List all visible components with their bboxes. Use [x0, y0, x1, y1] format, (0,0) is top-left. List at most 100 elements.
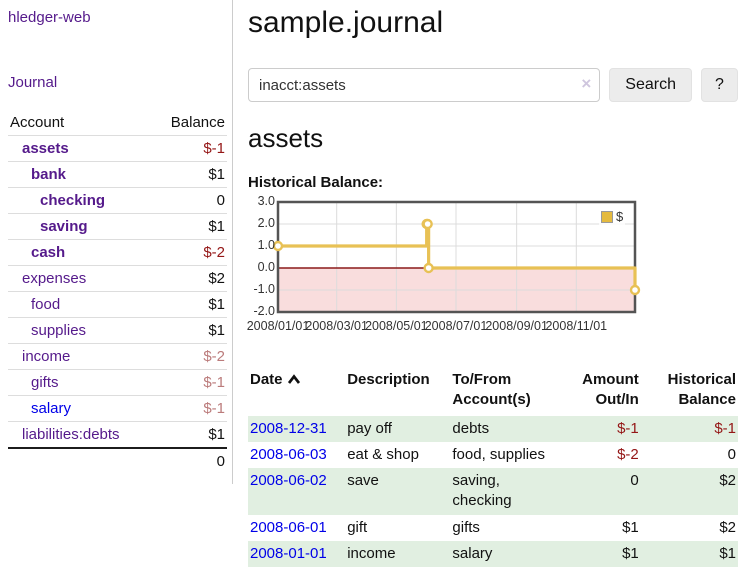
transaction-row: 2008-06-01 gift gifts $1 $2	[248, 515, 738, 541]
x-axis-tick-label: 2008/07/01	[424, 319, 488, 333]
account-balance: $1	[208, 322, 225, 339]
main-content: sample.journal × Search ? assets Histori…	[233, 0, 742, 567]
account-row: income $-2	[8, 343, 227, 370]
transaction-row: 2008-01-01 income salary $1 $1	[248, 540, 738, 567]
transaction-balance: 0	[727, 445, 736, 463]
y-axis-tick-label: -1.0	[253, 282, 275, 296]
accounts-header-row: Account Balance	[8, 110, 227, 136]
account-link[interactable]: food	[31, 296, 61, 313]
transaction-description: income	[347, 544, 396, 562]
transaction-balance: $2	[719, 518, 736, 536]
chart-label: Historical Balance:	[248, 174, 384, 191]
transaction-amount: $-2	[617, 445, 639, 463]
y-axis-tick-label: 3.0	[257, 194, 275, 208]
account-row: liabilities:debts $1	[8, 421, 227, 449]
register-col-date[interactable]: Date	[248, 368, 345, 416]
account-balance: $1	[208, 426, 225, 443]
transaction-balance: $1	[719, 544, 736, 562]
register-col-amount: Amount Out/In	[582, 371, 639, 409]
help-button[interactable]: ?	[701, 68, 738, 102]
account-row: assets $-1	[8, 135, 227, 162]
account-link[interactable]: assets	[22, 140, 69, 157]
accounts-total-row: 0	[8, 448, 227, 474]
register-table: Date Description To/From Account(s) Amou…	[248, 368, 738, 567]
account-row: cash $-2	[8, 239, 227, 266]
transaction-date-link[interactable]: 2008-01-01	[250, 544, 327, 562]
register-col-accounts: To/From Account(s)	[452, 371, 531, 409]
account-link[interactable]: bank	[31, 166, 67, 183]
register-col-balance: Historical Balance	[667, 371, 736, 409]
account-balance: 0	[216, 192, 225, 209]
chart-canvas	[272, 200, 641, 314]
account-link[interactable]: cash	[31, 244, 66, 261]
account-balance: $-1	[203, 400, 225, 417]
x-axis-tick-label: 2008/03/01	[305, 319, 368, 333]
page-title: sample.journal	[248, 6, 444, 39]
transaction-date-link[interactable]: 2008-06-02	[250, 472, 327, 489]
transaction-date-link[interactable]: 2008-12-31	[250, 419, 327, 437]
search-input-wrap: ×	[248, 68, 601, 102]
transaction-description: save	[347, 472, 379, 489]
total-spacer	[8, 448, 152, 474]
account-balance: $-1	[203, 140, 225, 157]
transaction-description: gift	[347, 518, 368, 536]
transaction-accounts: salary	[452, 544, 493, 562]
transaction-amount: 0	[630, 472, 639, 489]
account-link[interactable]: saving	[40, 218, 88, 235]
account-row: checking 0	[8, 187, 227, 214]
transaction-balance: $-1	[714, 419, 736, 437]
account-link[interactable]: checking	[40, 192, 106, 209]
account-link[interactable]: supplies	[31, 322, 87, 339]
transaction-amount: $1	[622, 518, 639, 536]
account-link[interactable]: liabilities:debts	[22, 426, 120, 443]
transaction-description: pay off	[347, 419, 392, 437]
account-link[interactable]: gifts	[31, 374, 59, 391]
journal-nav-row: Journal	[8, 74, 227, 91]
page: hledger-web Journal Account Balance asse…	[8, 0, 742, 567]
transaction-accounts: debts	[452, 419, 490, 437]
transaction-amount: $1	[622, 544, 639, 562]
transaction-accounts: saving, checking	[452, 472, 512, 510]
account-row: expenses $2	[8, 265, 227, 292]
accounts-table: Account Balance assets $-1 bank $1 checking 0…	[8, 110, 227, 474]
y-axis-tick-label: 1.0	[257, 238, 275, 252]
transaction-row: 2008-12-31 pay off debts $-1 $-1	[248, 415, 738, 442]
clear-search-icon[interactable]: ×	[581, 74, 592, 93]
search-form: × Search ?	[248, 68, 738, 102]
search-input[interactable]	[248, 68, 601, 102]
account-row: salary $-1	[8, 395, 227, 422]
transaction-description: eat & shop	[347, 445, 419, 463]
transaction-balance: $2	[719, 472, 736, 489]
accounts-col-account: Account	[10, 114, 65, 131]
register-col-description: Description	[347, 371, 430, 388]
account-balance: $-2	[203, 348, 225, 365]
transaction-accounts: food, supplies	[452, 445, 545, 463]
account-row: gifts $-1	[8, 369, 227, 396]
legend-swatch-icon	[601, 210, 613, 223]
transaction-row: 2008-06-03 eat & shop food, supplies $-2 0	[248, 442, 738, 468]
account-link[interactable]: salary	[31, 400, 72, 417]
account-balance: $1	[208, 218, 225, 235]
account-balance: $-2	[203, 244, 225, 261]
x-axis-tick-label: 2008/01/01	[246, 319, 310, 333]
account-balance: $-1	[203, 374, 225, 391]
legend-series-label: $	[616, 209, 624, 224]
sort-asc-chevron-up-icon	[287, 374, 300, 384]
transaction-row: 2008-06-02 save saving, checking 0 $2	[248, 468, 738, 515]
account-row: food $1	[8, 291, 227, 318]
x-axis-tick-label: 2008/05/01	[365, 319, 428, 333]
search-button[interactable]: Search	[609, 68, 692, 102]
account-balance: $1	[208, 296, 225, 313]
account-link[interactable]: expenses	[22, 270, 87, 287]
y-axis-tick-label: -2.0	[253, 304, 275, 318]
sidebar-item-journal[interactable]: Journal	[8, 74, 58, 91]
app-title-link[interactable]: hledger-web	[8, 9, 91, 26]
x-axis-tick-label: 2008/11/01	[545, 319, 608, 333]
transaction-date-link[interactable]: 2008-06-03	[250, 445, 327, 463]
account-balance: $1	[208, 166, 225, 183]
transaction-date-link[interactable]: 2008-06-01	[250, 518, 327, 536]
accounts-table-body: assets $-1 bank $1 checking 0 saving $1 cash $-2 e…	[8, 135, 227, 475]
y-axis-tick-label: 0.0	[257, 260, 275, 274]
accounts-col-balance: Balance	[170, 114, 225, 131]
account-link[interactable]: income	[22, 348, 71, 365]
